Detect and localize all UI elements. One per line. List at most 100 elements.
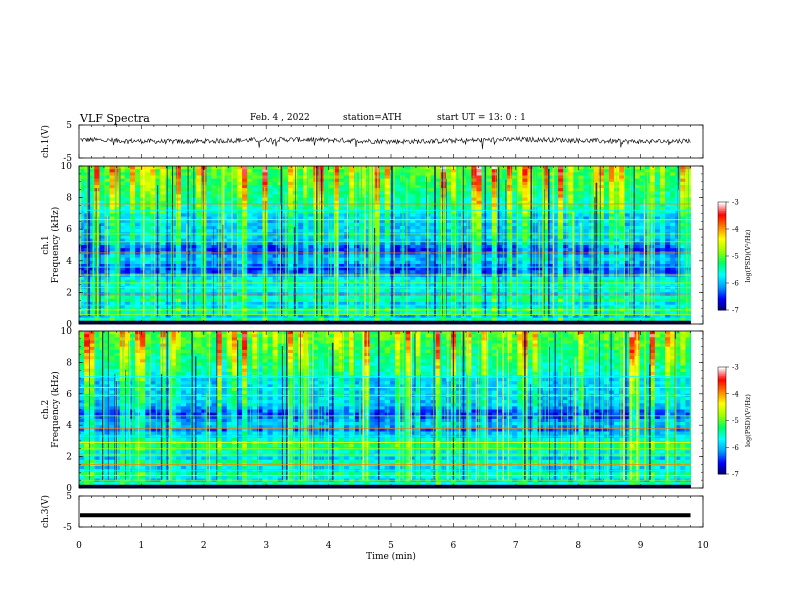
ch1-spectrogram-cell — [89, 260, 95, 265]
ch1-spectrogram-cell — [140, 184, 146, 189]
ch1-spectrogram-cell — [226, 188, 233, 192]
ch1-spectrogram-cell — [532, 245, 539, 249]
ch1-spectrogram-cell — [659, 178, 666, 183]
ch1-spectrogram-cell — [639, 169, 646, 173]
ch1-spectrogram-cell — [211, 175, 217, 180]
ch1-spectrogram-cell — [496, 191, 503, 195]
ch1-spectrogram-cell — [328, 194, 335, 198]
ch1-spectrogram-cell — [343, 267, 350, 271]
ch1-spectrogram-cell — [216, 219, 223, 224]
ch1-spectrogram-cell — [608, 276, 615, 281]
ch1-spectrogram-cell — [104, 175, 110, 180]
ch1-spectrogram-cell — [430, 188, 437, 192]
ch1-spectrogram-cell — [119, 245, 126, 249]
ch1-spectrogram-cell — [216, 188, 223, 192]
ch1-spectrogram-cell — [150, 267, 156, 271]
ch1-spectrogram-cell — [481, 169, 488, 173]
ch1-spectrogram-cell — [654, 184, 661, 189]
ch1-spectrogram-cell — [114, 216, 121, 221]
ch1-spectrogram-cell — [145, 184, 151, 189]
ch1-spectrogram-cell — [323, 241, 330, 246]
ch1-spectrogram-cell — [145, 219, 151, 224]
ch1-spectrogram-cell — [563, 229, 569, 233]
ch1-spectrogram-cell — [476, 219, 482, 224]
ch1-spectrogram-cell — [527, 216, 533, 221]
ch1-spectrogram-cell — [242, 245, 248, 249]
ch1-spectrogram-cell — [491, 166, 498, 170]
ch1-spectrogram-cell — [267, 270, 274, 274]
ch1-spectrogram-cell — [542, 226, 549, 230]
ch1-spectrogram-cell — [343, 289, 350, 293]
ch1-spectrogram-cell — [405, 172, 411, 176]
ch1-spectrogram-cell — [552, 178, 559, 183]
ch1-spectrogram-cell — [89, 178, 95, 183]
ch1-spectrogram-cell — [150, 184, 156, 189]
ch1-spectrogram-cell — [323, 229, 330, 233]
ch1-spectrogram-cell — [415, 263, 421, 268]
ch1-spectrogram-cell — [588, 191, 595, 195]
ch1-spectrogram-cell — [323, 219, 330, 224]
ch1-spectrogram-cell — [94, 178, 100, 183]
ch1-spectrogram-cell — [298, 175, 304, 180]
ch1-spectrogram-cell — [303, 216, 309, 221]
ch1-spectrogram-cell — [507, 226, 513, 230]
ch1-spectrogram-cell — [252, 178, 258, 183]
ch1-spectrogram-cell — [598, 235, 605, 240]
ch1-spectrogram-cell — [79, 235, 85, 240]
ch1-spectrogram-cell — [583, 213, 589, 217]
ch1-spectrogram-cell — [140, 213, 146, 217]
ch1-spectrogram-cell — [165, 166, 172, 170]
ch1-spectrogram-cell — [216, 175, 223, 180]
ch1-spectrogram-cell — [654, 229, 661, 233]
ch1-spectrogram-cell — [654, 194, 661, 198]
ch1-spectrogram-cell — [522, 172, 528, 176]
ch1-spectrogram-cell — [323, 267, 330, 271]
ch1-spectrogram-cell — [216, 226, 223, 230]
ch1-spectrogram-cell — [547, 276, 554, 281]
ch1-spectrogram-cell — [252, 276, 258, 281]
ch1-spectrogram-cell — [394, 169, 401, 173]
ch1-spectrogram-cell — [364, 181, 370, 186]
ch1-spectrogram-cell — [522, 289, 528, 293]
ch1-spectrogram-cell — [537, 207, 544, 211]
ch1-spectrogram-cell — [649, 200, 656, 205]
ch1-spectrogram-cell — [104, 166, 110, 170]
ch1-spectrogram-cell — [619, 188, 625, 192]
ch1-spectrogram-cell — [501, 270, 508, 274]
ch1-spectrogram-cell — [670, 229, 676, 233]
ch1-spectrogram-cell — [583, 216, 589, 221]
ch1-spectrogram-cell — [252, 289, 258, 293]
ch1-spectrogram-cell — [196, 289, 202, 293]
ch1-spectrogram-cell — [654, 248, 661, 252]
ch1-spectrogram-cell — [415, 178, 421, 183]
ch1-spectrogram-cell — [287, 248, 294, 252]
ch1-spectrogram-cell — [236, 200, 243, 205]
ch1-spectrogram-cell — [588, 248, 595, 252]
ch1-spectrogram-cell — [466, 210, 472, 214]
ch1-spectrogram-cell — [501, 210, 508, 214]
ch1-spectrogram-cell — [598, 178, 605, 183]
ch1-spectrogram-cell — [461, 238, 467, 243]
ch1-spectrogram-cell — [598, 181, 605, 186]
ch1-spectrogram-cell — [507, 276, 513, 281]
ch1-spectrogram-cell — [639, 270, 646, 274]
ch1-spectrogram-cell — [466, 207, 472, 211]
ch1-spectrogram-cell — [445, 191, 452, 195]
ch1-spectrogram-cell — [328, 181, 335, 186]
ch1-spectrogram-cell — [496, 257, 503, 262]
ch1-spectrogram-cell — [659, 263, 666, 268]
ch1-spectrogram-cell — [430, 289, 437, 293]
ch1-spectrogram-cell — [410, 267, 416, 271]
ch1-spectrogram-cell — [420, 207, 426, 211]
ch1-spectrogram-cell — [537, 210, 544, 214]
ch1-spectrogram-cell — [680, 216, 686, 221]
ch1-spectrogram-cell — [430, 241, 437, 246]
ch1-spectrogram-cell — [558, 260, 564, 265]
ch1-spectrogram-cell — [104, 200, 110, 205]
ch1-spectrogram-cell — [140, 248, 146, 252]
ch1-spectrogram-cell — [236, 210, 243, 214]
ch1-spectrogram-cell — [231, 178, 238, 183]
ch1-spectrogram-cell — [364, 260, 370, 265]
ch1-spectrogram-cell — [501, 172, 508, 176]
ch1-spectrogram-cell — [135, 166, 141, 170]
